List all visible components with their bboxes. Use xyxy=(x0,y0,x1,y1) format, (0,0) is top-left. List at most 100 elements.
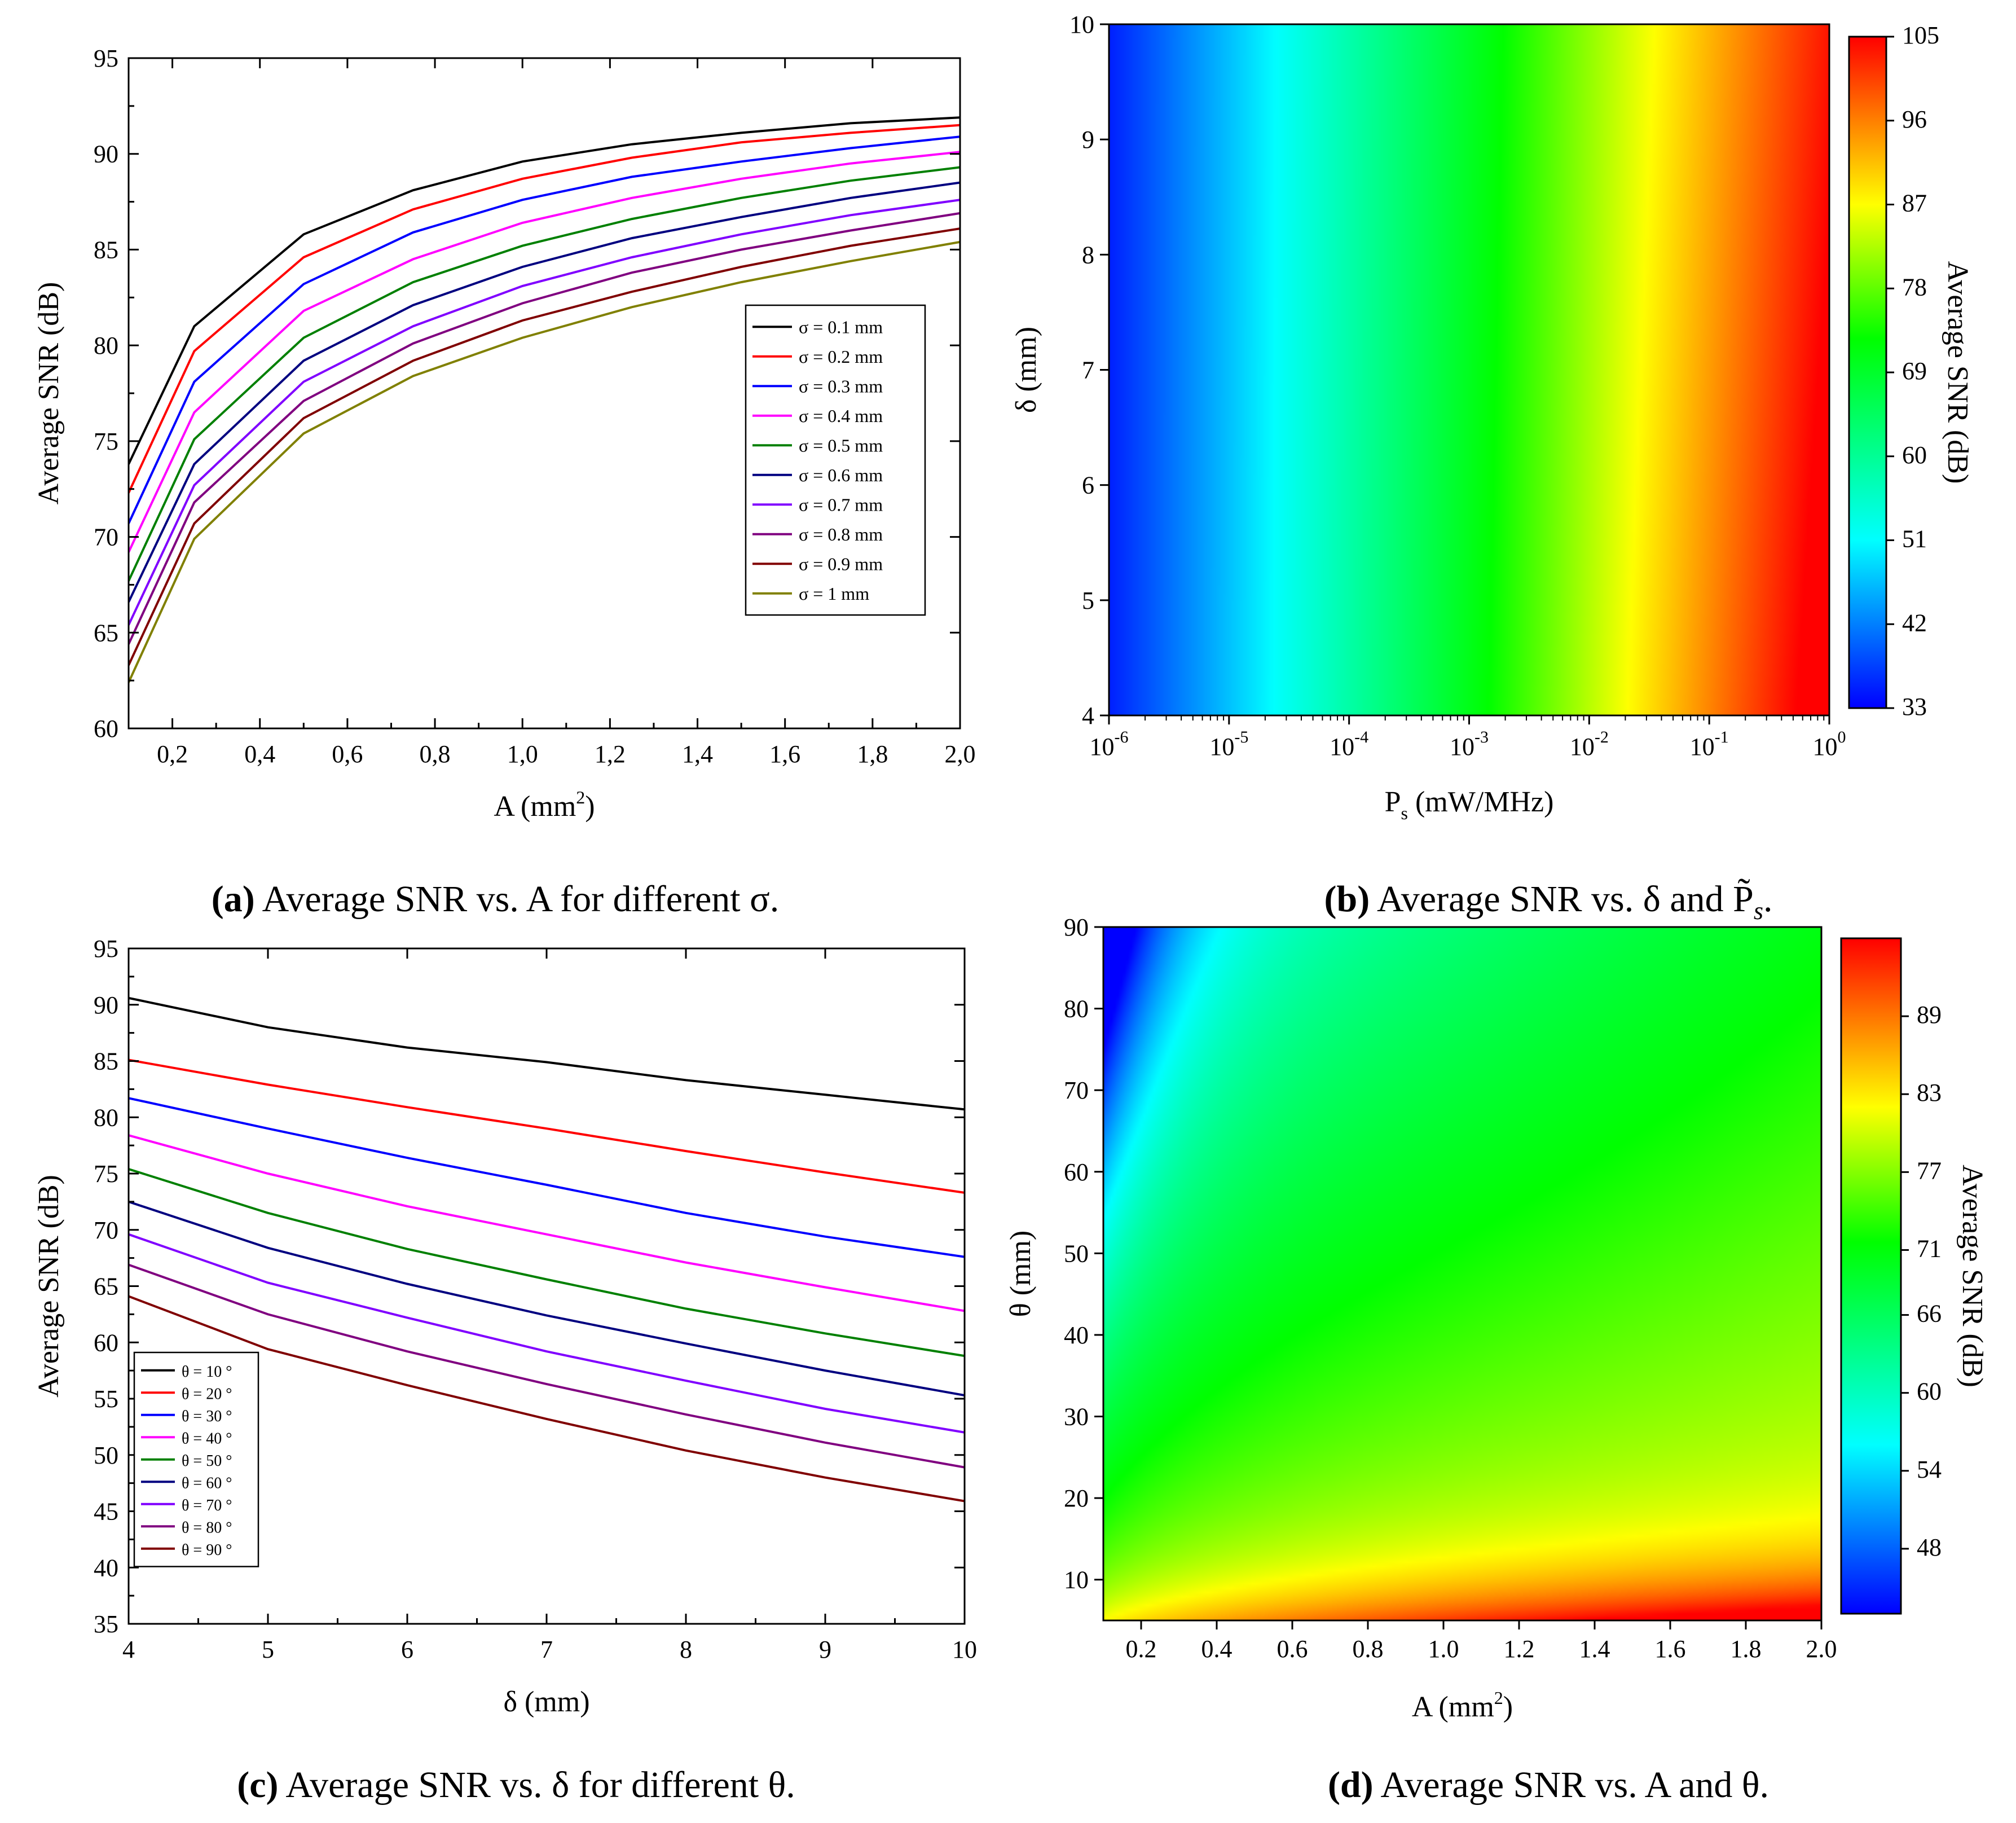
d-xtick-label: 0.6 xyxy=(1277,1635,1308,1663)
c-series-line-7 xyxy=(129,1233,965,1434)
c-series-line-6 xyxy=(129,1201,965,1396)
chart-d: 10 20 30 40 50 60 70 80 90 0.2 0.4 0.6 0.8 1.0 1.2 1.4 1… xyxy=(1005,913,1988,1806)
c-legend-entry-3: θ = 30 ° xyxy=(182,1408,232,1425)
a-legend-entry-3: σ = 0.3 mm xyxy=(799,376,883,396)
a-y-axis-label: Average SNR (dB) xyxy=(33,282,65,505)
d-colorbar-gradient xyxy=(1840,937,1902,1615)
c-xtick-label: 6 xyxy=(401,1636,413,1663)
a-xtick-label: 2,0 xyxy=(945,740,976,768)
a-ytick-label: 75 xyxy=(94,428,118,455)
a-legend-entry-7: σ = 0.7 mm xyxy=(799,494,883,515)
b-colorbar-tick-label: 96 xyxy=(1902,106,1927,133)
d-x-axis-label: A (mm2) xyxy=(1412,1688,1513,1723)
c-xtick-label: 7 xyxy=(540,1636,553,1663)
c-series-line-1 xyxy=(129,996,965,1111)
c-ytick-label: 70 xyxy=(94,1216,118,1244)
a-xtick-label: 1,0 xyxy=(507,740,538,768)
c-xtick-label: 4 xyxy=(122,1636,135,1663)
c-ytick-label: 60 xyxy=(94,1329,118,1356)
d-ytick-label: 70 xyxy=(1064,1077,1089,1104)
b-y-axis-label: δ (mm) xyxy=(1010,327,1042,413)
c-series-line-4 xyxy=(129,1134,965,1312)
a-xtick-label: 0,8 xyxy=(420,740,451,768)
chart-a: 60 65 70 75 80 85 90 95 0,2 0,4 0,6 0,8 1,0 1,2 1,4 1,6… xyxy=(33,45,976,920)
c-ytick-label: 65 xyxy=(94,1273,118,1301)
d-plot-frame xyxy=(1102,926,1823,1622)
d-colorbar-tick-label: 60 xyxy=(1917,1378,1942,1405)
c-xtick-label: 9 xyxy=(819,1636,831,1663)
c-ytick-label: 75 xyxy=(94,1160,118,1188)
b-colorbar-tick-label: 33 xyxy=(1902,693,1927,721)
d-colorbar-tick-label: 77 xyxy=(1917,1157,1942,1184)
a-series-line-8 xyxy=(129,212,960,645)
d-xtick-label: 0.2 xyxy=(1126,1635,1157,1663)
c-y-axis-label: Average SNR (dB) xyxy=(33,1175,65,1398)
b-xtick-label: 10-2 xyxy=(1570,728,1609,761)
a-ytick-label: 80 xyxy=(94,332,118,359)
c-caption: (c) Average SNR vs. δ for different θ. xyxy=(237,1764,795,1806)
b-colorbar-gradient xyxy=(1848,36,1887,709)
c-ytick-label: 50 xyxy=(94,1442,118,1469)
a-ytick-label: 95 xyxy=(94,45,118,72)
a-caption: (a) Average SNR vs. A for different σ. xyxy=(212,878,779,920)
a-xtick-label: 1,4 xyxy=(682,740,713,768)
c-ytick-label: 45 xyxy=(94,1498,118,1526)
d-colorbar-tick-label: 83 xyxy=(1917,1079,1942,1106)
d-ytick-label: 60 xyxy=(1064,1158,1089,1186)
d-xtick-label: 2.0 xyxy=(1806,1635,1837,1663)
b-colorbar-tick-label: 51 xyxy=(1902,525,1927,553)
a-legend-entry-5: σ = 0.5 mm xyxy=(799,435,883,455)
a-x-axis-label: A (mm2) xyxy=(494,787,595,823)
c-legend-entry-7: θ = 70 ° xyxy=(182,1497,232,1514)
d-ytick-label: 80 xyxy=(1064,995,1089,1023)
c-series-line-8 xyxy=(129,1263,965,1469)
b-colorbar-tick-label: 78 xyxy=(1902,273,1927,301)
a-series-line-7 xyxy=(129,199,960,626)
d-colorbar-tick-label: 89 xyxy=(1917,1001,1942,1029)
a-ytick-label: 60 xyxy=(94,715,118,743)
d-ytick-label: 30 xyxy=(1064,1403,1089,1431)
a-series-line-6 xyxy=(129,181,960,603)
a-series-line-4 xyxy=(129,151,960,553)
b-colorbar-tick-label: 60 xyxy=(1902,441,1927,469)
b-colorbar: 33 42 51 60 69 78 87 96 105 Average SNR (dB) xyxy=(1848,21,1974,721)
d-xtick-label: 1.4 xyxy=(1579,1635,1610,1663)
a-xtick-label: 0,6 xyxy=(332,740,363,768)
d-caption: (d) Average SNR vs. A and θ. xyxy=(1328,1764,1769,1806)
b-colorbar-label: Average SNR (dB) xyxy=(1942,261,1974,484)
b-colorbar-tick-label: 69 xyxy=(1902,357,1927,385)
d-colorbar-tick-label: 54 xyxy=(1917,1456,1942,1483)
b-ytick-label: 9 xyxy=(1082,126,1094,153)
a-series-line-1 xyxy=(129,116,960,465)
d-ytick-label: 90 xyxy=(1064,913,1089,941)
a-legend-entry-8: σ = 0.8 mm xyxy=(799,524,883,544)
a-legend-entry-1: σ = 0.1 mm xyxy=(799,317,883,337)
c-ytick-label: 90 xyxy=(94,991,118,1019)
b-xtick-label: 10-4 xyxy=(1330,728,1368,761)
c-legend-entry-8: θ = 80 ° xyxy=(182,1519,232,1536)
a-legend-entry-4: σ = 0.4 mm xyxy=(799,406,883,426)
a-xtick-label: 1,2 xyxy=(595,740,626,768)
c-ytick-label: 80 xyxy=(94,1104,118,1131)
b-ytick-label: 4 xyxy=(1082,702,1094,730)
a-legend-entry-6: σ = 0.6 mm xyxy=(799,465,883,485)
b-xtick-label: 10-3 xyxy=(1450,728,1489,761)
a-legend-entry-9: σ = 0.9 mm xyxy=(799,554,883,574)
d-heatmap-field xyxy=(1103,927,1821,1620)
d-colorbar: 48 54 60 66 71 77 83 89 Average SNR (dB) xyxy=(1840,937,1988,1615)
b-ytick-label: 8 xyxy=(1082,241,1094,269)
b-ytick-label: 6 xyxy=(1082,472,1094,499)
c-series-line-2 xyxy=(129,1058,965,1194)
a-xtick-label: 1,6 xyxy=(769,740,800,768)
a-ytick-label: 70 xyxy=(94,524,118,551)
c-ytick-label: 35 xyxy=(94,1610,118,1638)
d-y-axis-label: θ (mm) xyxy=(1005,1231,1037,1317)
a-xtick-label: 0,4 xyxy=(244,740,275,768)
d-colorbar-label: Average SNR (dB) xyxy=(1956,1165,1988,1387)
c-series-line-3 xyxy=(129,1097,965,1258)
a-series-line-10 xyxy=(129,240,960,683)
d-colorbar-tick-label: 71 xyxy=(1917,1235,1942,1262)
c-xtick-label: 5 xyxy=(262,1636,274,1663)
